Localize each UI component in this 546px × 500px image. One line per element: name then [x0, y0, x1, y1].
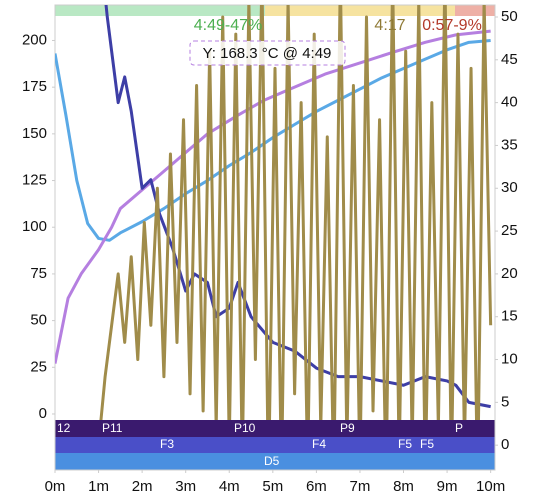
x-tick-label: 8m [393, 478, 414, 495]
y2-tick-label: 40 [501, 94, 518, 111]
phase-band [265, 5, 455, 16]
event-band [55, 453, 495, 470]
y2-tick-label: 50 [501, 8, 518, 25]
annotation: 4:17 [374, 17, 405, 34]
y2-tick-label: 35 [501, 136, 518, 153]
phase-label: F5 [398, 437, 412, 451]
phase-label: F4 [312, 437, 326, 451]
phase-label: F3 [160, 437, 174, 451]
y2-tick-label: 0 [501, 436, 509, 453]
y2-tick-label: 15 [501, 308, 518, 325]
phase-label: 12 [57, 421, 71, 435]
y-tick-label: 200 [22, 31, 47, 48]
x-tick-label: 5m [262, 478, 283, 495]
y-tick-label: 25 [30, 358, 47, 375]
tooltip: Y: 168.3 °C @ 4:49 [203, 45, 332, 62]
phase-label: P11 [102, 421, 123, 435]
plot-frame [54, 4, 496, 471]
series-line [99, 5, 493, 420]
x-tick-label: 2m [132, 478, 153, 495]
phase-band [55, 5, 265, 16]
phase-label: P10 [234, 421, 256, 435]
y2-tick-label: 5 [501, 393, 509, 410]
y-tick-label: 100 [22, 218, 47, 235]
y2-tick-label: 20 [501, 265, 518, 282]
x-tick-label: 3m [175, 478, 196, 495]
x-tick-label: 9m [437, 478, 458, 495]
y-tick-label: 150 [22, 125, 47, 142]
y2-tick-label: 30 [501, 179, 518, 196]
annotation: 4:49-47% [194, 17, 263, 34]
phase-label: D5 [264, 454, 280, 468]
y2-tick-label: 10 [501, 350, 518, 367]
y-tick-label: 0 [39, 405, 47, 422]
x-tick-label: 7m [350, 478, 371, 495]
event-band [55, 420, 495, 437]
phase-label: P9 [340, 421, 355, 435]
x-tick-label: 6m [306, 478, 327, 495]
event-band [55, 437, 495, 453]
annotation: 0:57-9% [422, 17, 482, 34]
phase-label: F5 [420, 437, 434, 451]
phase-band [455, 5, 495, 16]
x-tick-label: 10m [476, 478, 505, 495]
tooltip-box [189, 40, 346, 66]
y-tick-label: 75 [30, 265, 47, 282]
y-tick-label: 125 [22, 172, 47, 189]
y2-tick-label: 45 [501, 51, 518, 68]
y-tick-label: 175 [22, 78, 47, 95]
x-tick-label: 1m [88, 478, 109, 495]
phase-label: P [455, 421, 463, 435]
x-tick-label: 4m [219, 478, 240, 495]
y-tick-label: 50 [30, 312, 47, 329]
x-tick-label: 0m [45, 478, 66, 495]
y2-tick-label: 25 [501, 222, 518, 239]
